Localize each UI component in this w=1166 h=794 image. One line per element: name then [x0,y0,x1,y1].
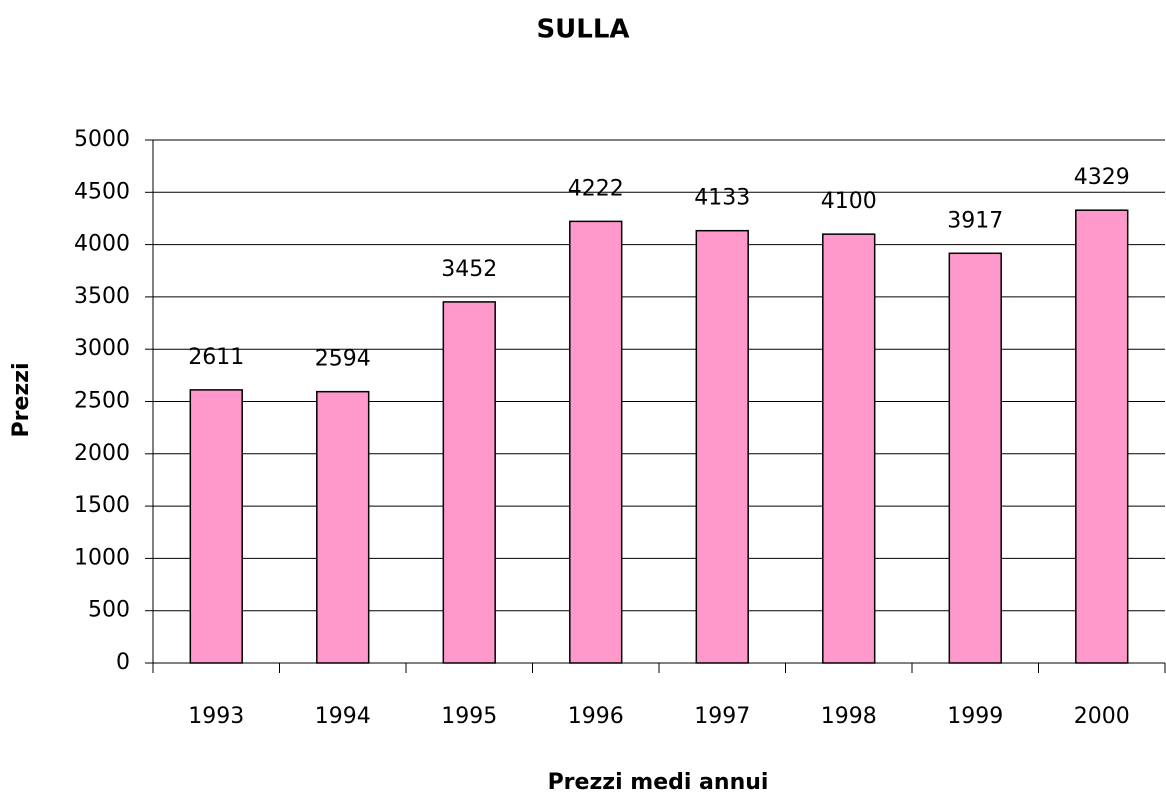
data-label: 3452 [441,257,497,282]
y-tick-label: 5000 [74,127,130,152]
y-tick-label: 2500 [74,389,130,414]
x-tick-label: 1995 [441,704,497,729]
x-tick-label: 1993 [188,704,244,729]
x-tick-label: 2000 [1074,704,1130,729]
x-tick-label: 1996 [568,704,624,729]
y-tick-label: 3000 [74,336,130,361]
y-tick-label: 0 [116,650,130,675]
x-tick-label: 1994 [315,704,371,729]
bar [1075,209,1129,664]
y-axis-title: Prezzi [9,362,34,437]
data-label: 4222 [568,176,624,201]
data-label: 4100 [821,189,877,214]
data-label: 2594 [315,347,371,372]
y-tick-label: 1000 [74,545,130,570]
y-tick-label: 1500 [74,493,130,518]
x-tick-label: 1997 [694,704,750,729]
data-label: 2611 [188,345,244,370]
x-tick-label: 1998 [821,704,877,729]
y-tick-label: 500 [88,598,130,623]
bar [822,233,876,664]
bar [442,301,496,664]
bar [189,389,243,664]
y-tick-label: 2000 [74,441,130,466]
bar [316,390,370,664]
data-label: 3917 [947,208,1003,233]
bar [948,252,1002,664]
y-tick-label: 3500 [74,284,130,309]
bar [695,229,749,664]
chart-title: SULLA [536,15,629,45]
data-label: 4133 [694,186,750,211]
x-tick-label: 1999 [947,704,1003,729]
y-tick-label: 4500 [74,179,130,204]
y-tick-label: 4000 [74,232,130,257]
data-label: 4329 [1074,165,1130,190]
bar [569,220,623,664]
x-axis-title: Prezzi medi annui [548,770,769,794]
